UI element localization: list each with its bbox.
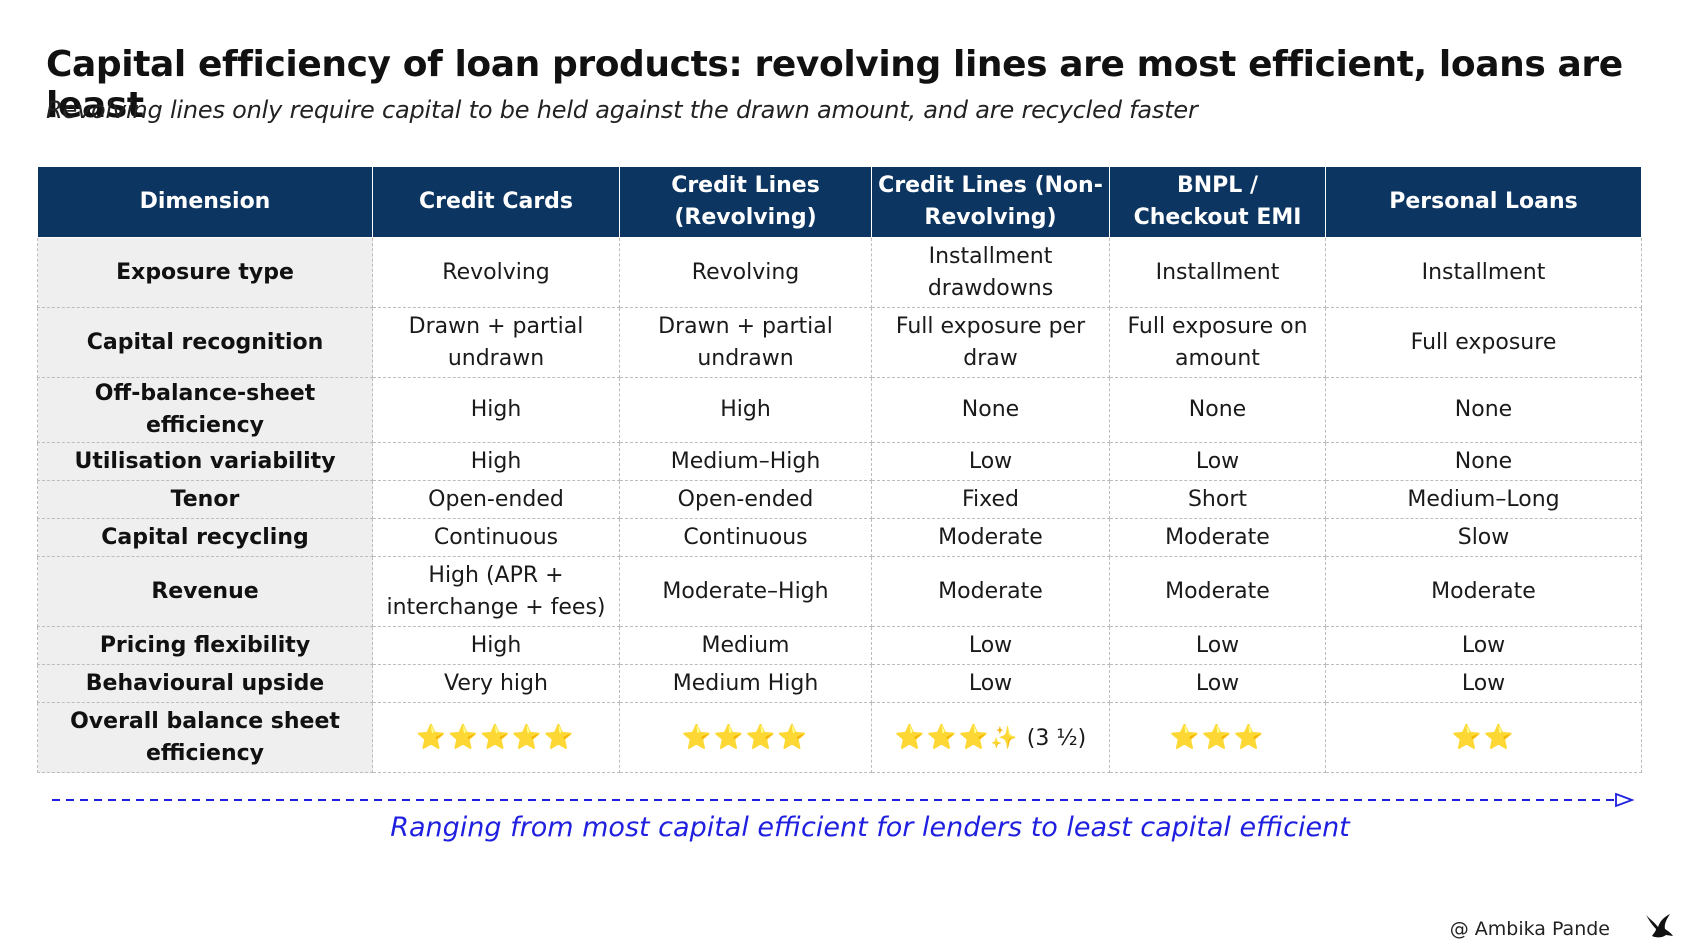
- rating-cell: ⭐⭐⭐✨ (3 ½): [871, 702, 1110, 773]
- rating-cell: ⭐⭐⭐⭐⭐: [372, 702, 620, 773]
- table-cell: Moderate: [1325, 556, 1642, 627]
- table-row: Pricing flexibility High Medium Low Low …: [37, 626, 1642, 665]
- table-cell: Open-ended: [619, 480, 872, 519]
- row-label: Exposure type: [37, 237, 373, 308]
- table-cell: Installment: [1325, 237, 1642, 308]
- column-header-credit-lines-non-revolving: Credit Lines (Non-Revolving): [871, 166, 1110, 238]
- table-cell: Full exposure per draw: [871, 307, 1110, 378]
- table-cell: Low: [1325, 664, 1642, 703]
- comparison-table: Dimension Credit Cards Credit Lines (Rev…: [37, 166, 1642, 773]
- table-cell: Very high: [372, 664, 620, 703]
- table-cell: None: [871, 377, 1110, 443]
- table-cell: Drawn + partial undrawn: [372, 307, 620, 378]
- dashed-arrow-right-icon: [52, 792, 1635, 808]
- column-header-credit-cards: Credit Cards: [372, 166, 620, 238]
- page-subtitle: Revolving lines only require capital to …: [46, 96, 1198, 124]
- table-cell: None: [1325, 442, 1642, 481]
- table-cell: Moderate: [871, 518, 1110, 557]
- row-label: Pricing flexibility: [37, 626, 373, 665]
- table-cell: Installment: [1109, 237, 1326, 308]
- table-cell: Low: [871, 626, 1110, 665]
- rating-row: Overall balance sheet efficiency ⭐⭐⭐⭐⭐ ⭐…: [37, 702, 1642, 773]
- range-caption: Ranging from most capital efficient for …: [390, 812, 1350, 843]
- table-cell: Medium: [619, 626, 872, 665]
- star-rating-icons: ⭐⭐⭐⭐⭐: [416, 722, 576, 751]
- rating-cell: ⭐⭐⭐: [1109, 702, 1326, 773]
- table-cell: High: [372, 442, 620, 481]
- table-cell: Full exposure: [1325, 307, 1642, 378]
- table-cell: Drawn + partial undrawn: [619, 307, 872, 378]
- table-cell: Continuous: [372, 518, 620, 557]
- page-title: Capital efficiency of loan products: rev…: [46, 44, 1623, 126]
- table-cell: High: [619, 377, 872, 443]
- table-cell: Moderate: [871, 556, 1110, 627]
- table-row: Capital recycling Continuous Continuous …: [37, 518, 1642, 557]
- table-cell: Continuous: [619, 518, 872, 557]
- column-header-credit-lines-revolving: Credit Lines (Revolving): [619, 166, 872, 238]
- table-cell: Low: [1109, 626, 1326, 665]
- column-header-dimension: Dimension: [37, 166, 373, 238]
- row-label: Revenue: [37, 556, 373, 627]
- row-label: Behavioural upside: [37, 664, 373, 703]
- row-label: Tenor: [37, 480, 373, 519]
- table-row: Revenue High (APR + interchange + fees) …: [37, 556, 1642, 627]
- table-cell: Revolving: [619, 237, 872, 308]
- star-rating-icons: ⭐⭐: [1451, 722, 1516, 751]
- table-cell: Full exposure on amount: [1109, 307, 1326, 378]
- table-cell: Low: [871, 442, 1110, 481]
- table-cell: Low: [1109, 442, 1326, 481]
- table-cell: Installment drawdowns: [871, 237, 1110, 308]
- table-cell: Short: [1109, 480, 1326, 519]
- rating-note: (3 ½): [1026, 725, 1087, 751]
- star-rating-icons: ⭐⭐⭐⭐: [681, 722, 810, 751]
- table-row: Utilisation variability High Medium–High…: [37, 442, 1642, 481]
- table-row: Off-balance-sheet efficiency High High N…: [37, 377, 1642, 443]
- table-cell: Medium High: [619, 664, 872, 703]
- table-row: Behavioural upside Very high Medium High…: [37, 664, 1642, 703]
- table-cell: Low: [871, 664, 1110, 703]
- table-row: Exposure type Revolving Revolving Instal…: [37, 237, 1642, 308]
- sparkle-icon: ✨: [990, 725, 1018, 751]
- table-cell: None: [1325, 377, 1642, 443]
- table-row: Tenor Open-ended Open-ended Fixed Short …: [37, 480, 1642, 519]
- table-cell: Revolving: [372, 237, 620, 308]
- column-header-personal-loans: Personal Loans: [1325, 166, 1642, 238]
- table-cell: Fixed: [871, 480, 1110, 519]
- author-credit: @ Ambika Pande: [1449, 918, 1610, 940]
- table-cell: Low: [1325, 626, 1642, 665]
- table-cell: High (APR + interchange + fees): [372, 556, 620, 627]
- table-cell: Moderate: [1109, 518, 1326, 557]
- table-cell: Medium–Long: [1325, 480, 1642, 519]
- table-cell: High: [372, 626, 620, 665]
- table-cell: Low: [1109, 664, 1326, 703]
- table-cell: Medium–High: [619, 442, 872, 481]
- row-label: Off-balance-sheet efficiency: [37, 377, 373, 443]
- bird-logo-icon: [1646, 914, 1673, 938]
- row-label: Utilisation variability: [37, 442, 373, 481]
- table-cell: Moderate–High: [619, 556, 872, 627]
- table-cell: None: [1109, 377, 1326, 443]
- rating-cell: ⭐⭐: [1325, 702, 1642, 773]
- row-label: Overall balance sheet efficiency: [37, 702, 373, 773]
- table-cell: High: [372, 377, 620, 443]
- row-label: Capital recognition: [37, 307, 373, 378]
- star-rating-icons: ⭐⭐⭐: [894, 722, 991, 751]
- table-cell: Slow: [1325, 518, 1642, 557]
- table-cell: Moderate: [1109, 556, 1326, 627]
- rating-cell: ⭐⭐⭐⭐: [619, 702, 872, 773]
- row-label: Capital recycling: [37, 518, 373, 557]
- table-header-row: Dimension Credit Cards Credit Lines (Rev…: [37, 166, 1642, 238]
- column-header-bnpl: BNPL / Checkout EMI: [1109, 166, 1326, 238]
- star-rating-icons: ⭐⭐⭐: [1169, 722, 1266, 751]
- table-row: Capital recognition Drawn + partial undr…: [37, 307, 1642, 378]
- table-cell: Open-ended: [372, 480, 620, 519]
